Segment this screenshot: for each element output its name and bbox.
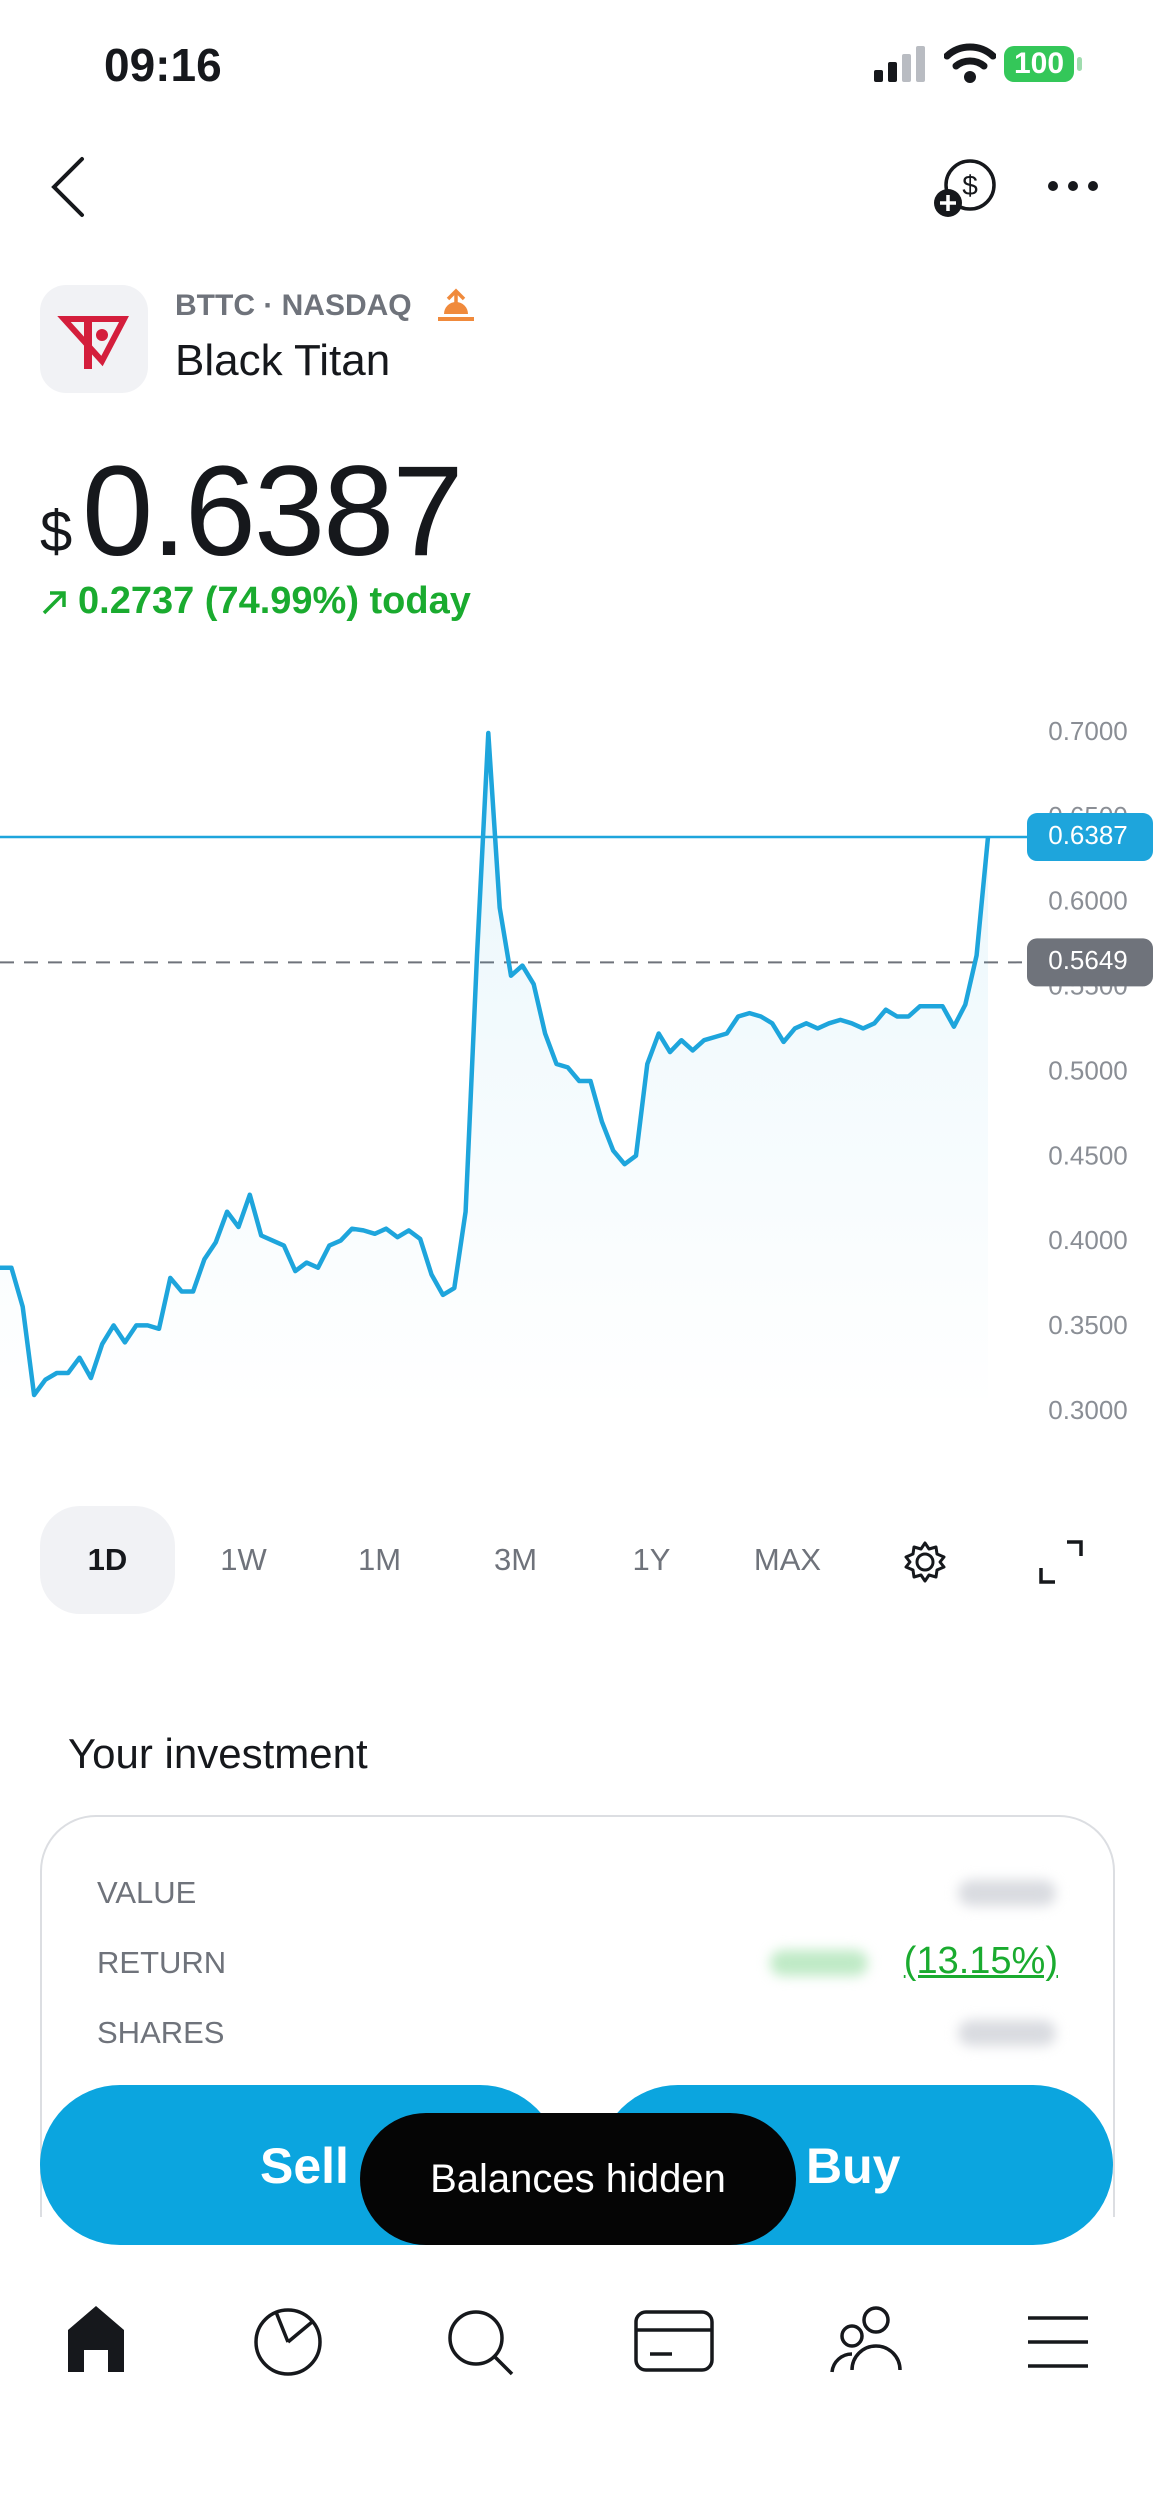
stock-name: Black Titan xyxy=(175,336,391,385)
price-alert-button[interactable]: $ xyxy=(930,155,1000,221)
ticker: BTTC · NASDAQ xyxy=(175,289,412,322)
more-button[interactable] xyxy=(1045,178,1101,194)
range-button[interactable]: 1W xyxy=(220,1542,267,1577)
nav-menu[interactable] xyxy=(1028,2316,1088,2368)
row-label: RETURN xyxy=(97,1945,227,1980)
previous-close-label: 0.5649 xyxy=(1048,945,1128,975)
up-arrow xyxy=(42,591,66,615)
sell-label: Sell xyxy=(260,2138,349,2194)
back-button[interactable] xyxy=(48,155,88,219)
battery: 100 xyxy=(1004,46,1074,82)
investment-title: Your investment xyxy=(68,1730,368,1777)
investment-card xyxy=(40,1815,1115,2217)
battery-tip xyxy=(1077,57,1082,71)
nav-social[interactable] xyxy=(830,2306,902,2373)
row-label: SHARES xyxy=(97,2015,225,2050)
logo-mark xyxy=(57,316,129,369)
svg-text:$: $ xyxy=(962,170,978,201)
price-change: 0.2737 (74.99%) today xyxy=(78,580,471,622)
range-button[interactable]: 1D xyxy=(40,1506,175,1614)
range-button[interactable]: 1Y xyxy=(632,1542,671,1577)
y-tick-label: 0.4500 xyxy=(1048,1140,1128,1170)
current-price-pill xyxy=(1027,813,1153,862)
logo xyxy=(40,285,148,393)
range-button[interactable]: 3M xyxy=(493,1542,538,1577)
bottom-nav xyxy=(68,2306,1088,2376)
y-tick-label: 0.5000 xyxy=(1048,1055,1128,1085)
y-tick-label: 0.7000 xyxy=(1048,716,1128,746)
signal-icon xyxy=(874,46,925,82)
range-button[interactable]: 1M xyxy=(357,1542,402,1577)
status-time: 09:16 xyxy=(104,39,222,91)
price-line xyxy=(0,730,991,1398)
wifi-icon xyxy=(944,43,996,83)
current-price-label: 0.6387 xyxy=(1048,820,1128,850)
nav-portfolio[interactable] xyxy=(254,2308,322,2376)
row-label: VALUE xyxy=(97,1875,197,1910)
price-chart: 0.30000.35000.40000.45000.50000.55000.60… xyxy=(0,716,1153,1425)
fullscreen[interactable] xyxy=(1037,1538,1085,1586)
previous-close-pill xyxy=(1027,938,1153,987)
nav-search[interactable] xyxy=(448,2310,514,2376)
premarket-icon xyxy=(438,288,474,321)
return-percent: (13.15%) xyxy=(903,1940,1058,1982)
nav-home[interactable] xyxy=(68,2306,124,2372)
hidden-value xyxy=(958,1880,1056,1906)
range-button[interactable]: MAX xyxy=(753,1542,822,1577)
y-tick-label: 0.6000 xyxy=(1048,886,1128,916)
hidden-value xyxy=(770,1950,868,1976)
price: 0.6387 xyxy=(82,440,463,583)
currency: $ xyxy=(40,499,73,564)
hidden-value xyxy=(958,2020,1056,2046)
toast: Balances hidden xyxy=(360,2113,796,2245)
chart-settings[interactable] xyxy=(903,1540,947,1584)
area xyxy=(0,733,988,1412)
y-tick-label: 0.3000 xyxy=(1048,1395,1128,1425)
y-tick-label: 0.3500 xyxy=(1048,1310,1128,1340)
y-tick-label: 0.4000 xyxy=(1048,1225,1128,1255)
nav-cards[interactable] xyxy=(634,2310,714,2372)
buy-label: Buy xyxy=(806,2138,901,2194)
